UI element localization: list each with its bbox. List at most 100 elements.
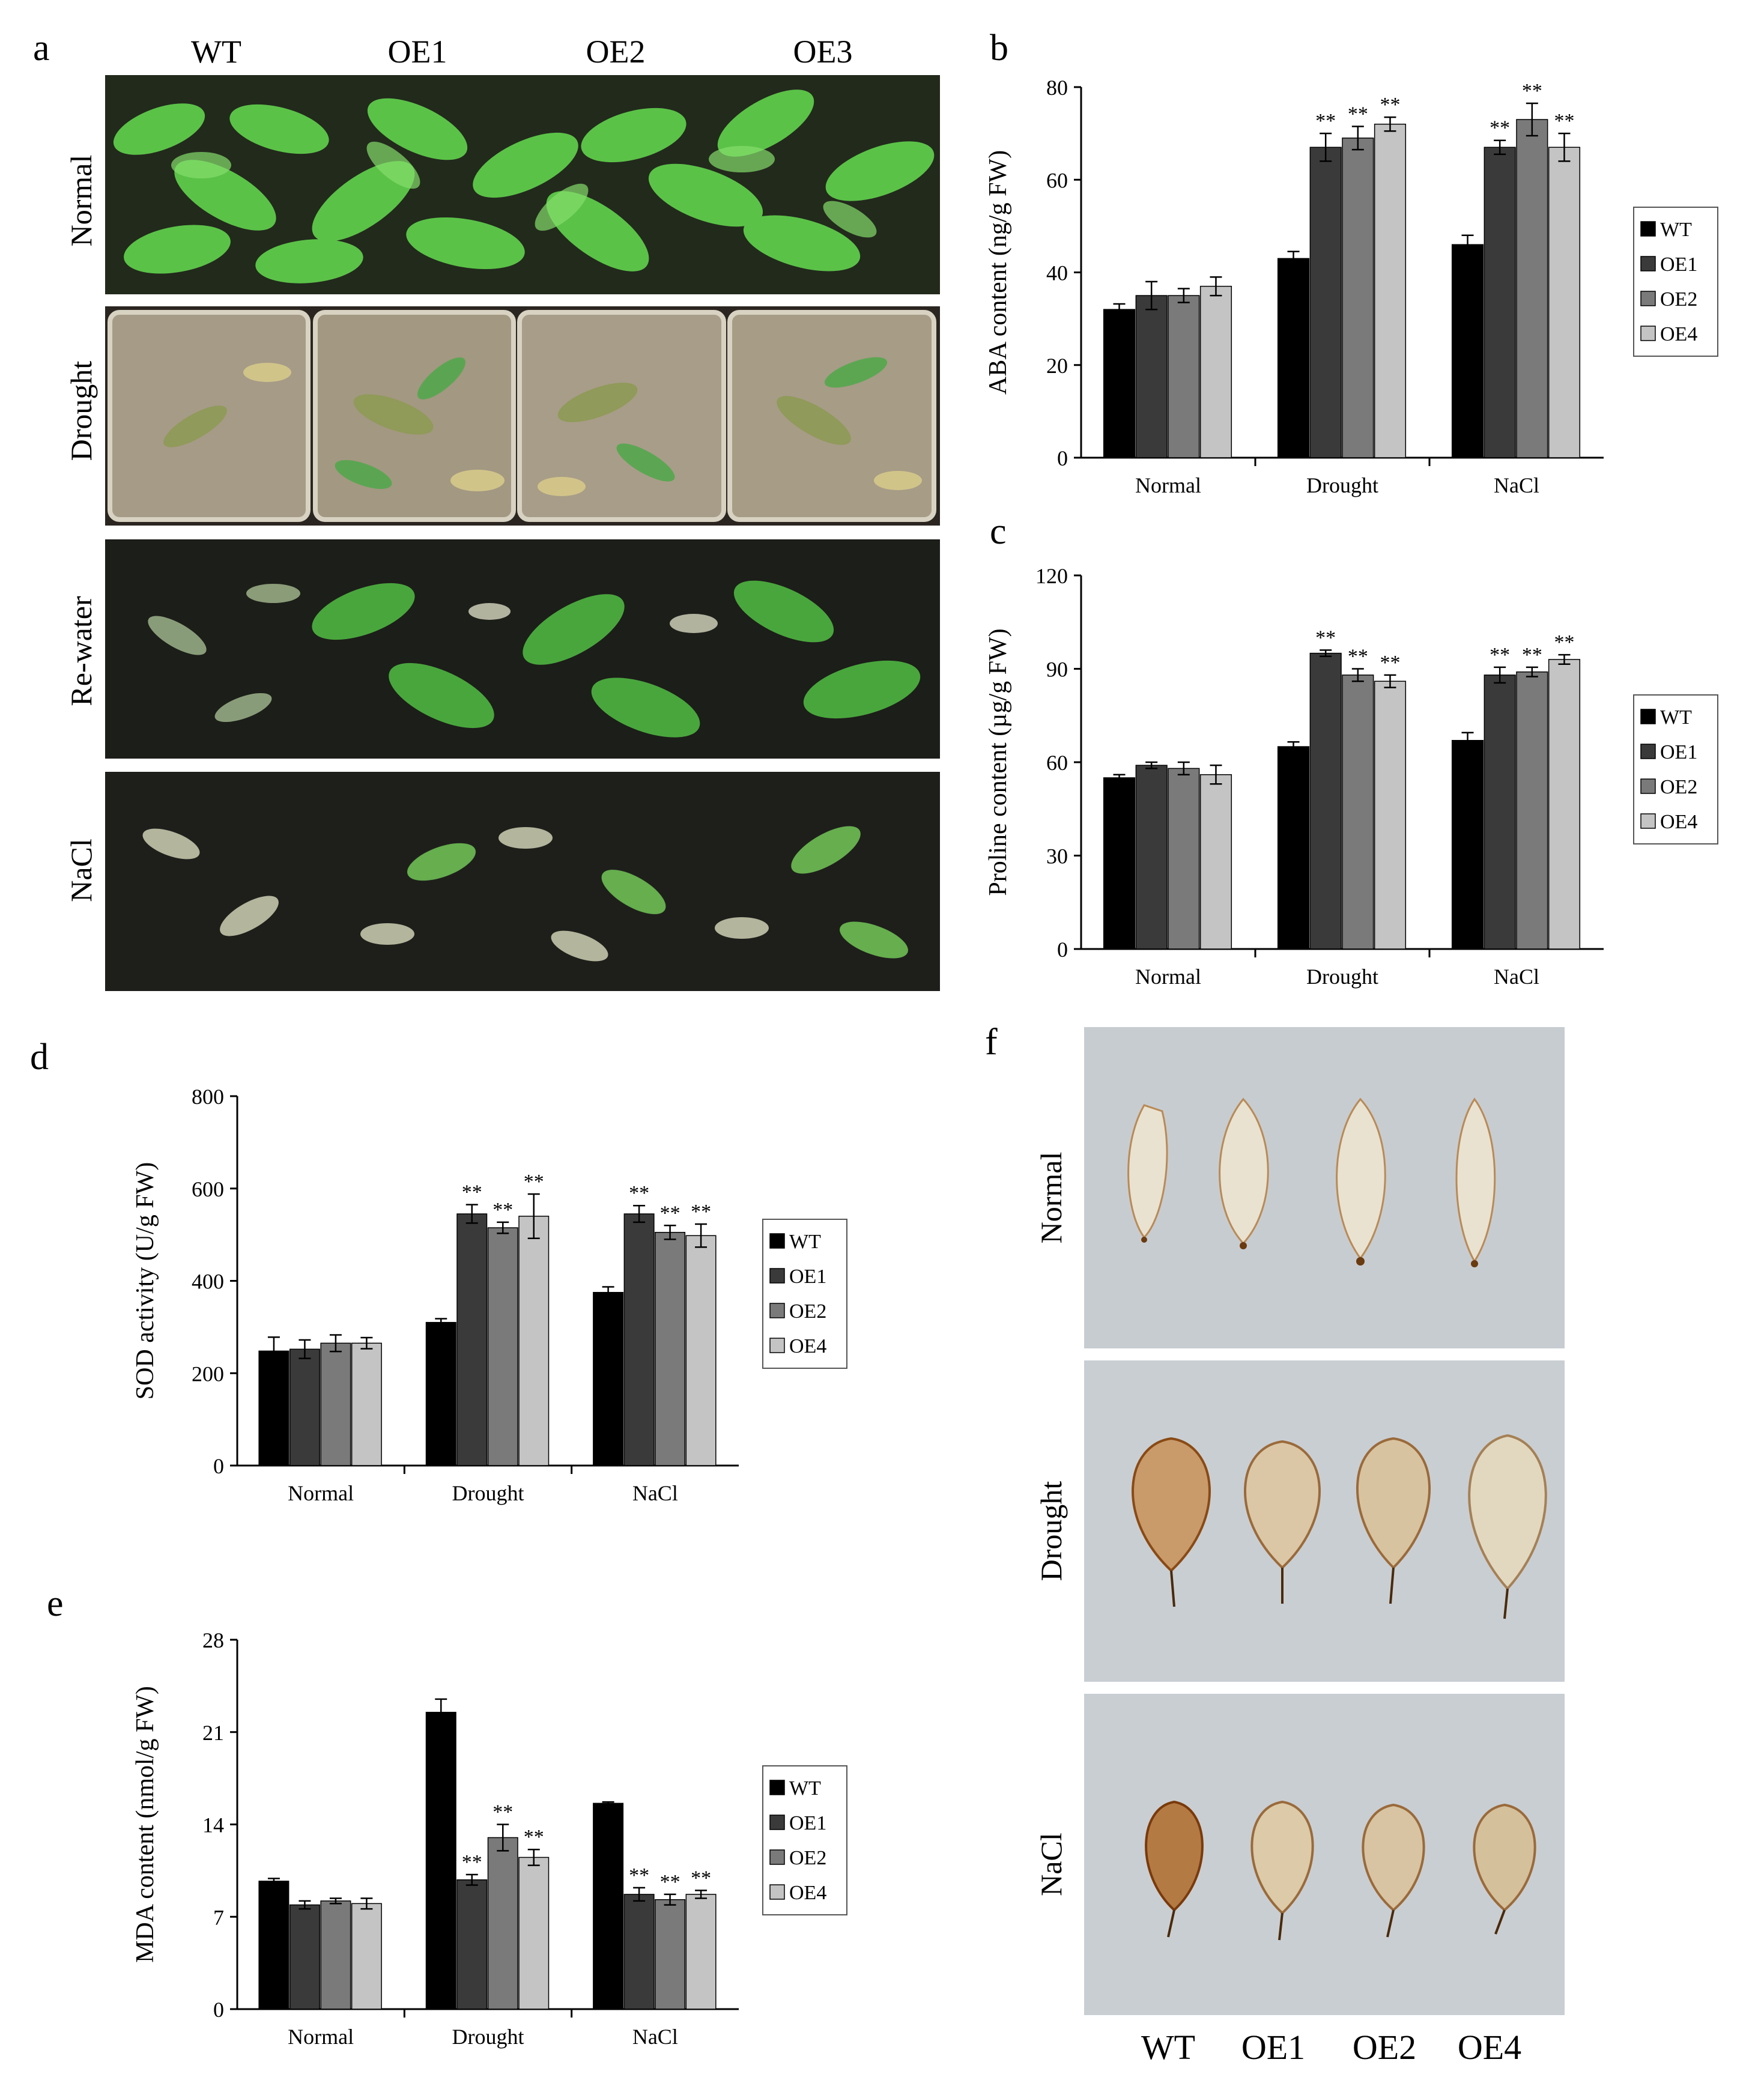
chart-e-bar-wt-1 (425, 1712, 456, 2010)
chart-c-legend-label-oe2: OE2 (1660, 776, 1697, 798)
chart-e-legend-swatch-wt (769, 1780, 785, 1795)
chart-d-ytick-label-4: 800 (192, 1085, 224, 1109)
chart-d-legend-label-oe4: OE4 (789, 1335, 826, 1357)
chart-e-ytick-label-4: 28 (202, 1628, 224, 1652)
chart-d-sig-oe1-2: ** (629, 1182, 649, 1204)
chart-b-sig-oe1-1: ** (1315, 110, 1336, 132)
chart-b-sig-oe4-2: ** (1554, 110, 1574, 132)
chart-d-bar-wt-0 (258, 1350, 289, 1466)
chart-b-category-label-2: NaCl (1494, 473, 1539, 497)
chart-b-bar-oe4-2 (1548, 147, 1581, 458)
chart-d-sig-oe4-1: ** (524, 1171, 544, 1193)
chart-e-legend-swatch-oe2 (769, 1849, 785, 1865)
chart-d-sig-oe2-1: ** (493, 1199, 513, 1221)
chart-c-bar-wt-1 (1277, 746, 1310, 950)
chart-d-bar-oe4-1 (518, 1216, 550, 1466)
chart-e-bar-oe4-2 (685, 1894, 717, 2010)
chart-c-sig-oe2-2: ** (1522, 644, 1542, 666)
chart-e-category-label-2: NaCl (632, 2025, 678, 2049)
chart-c-ytick-label-1: 30 (1046, 844, 1068, 869)
chart-d-bar-wt-2 (593, 1291, 624, 1466)
chart-b-bar-oe4-0 (1199, 285, 1232, 458)
chart-b-bar-oe2-1 (1342, 138, 1374, 458)
chart-c-bar-oe1-2 (1484, 675, 1516, 950)
chart-e-bar-oe4-1 (518, 1857, 550, 2010)
chart-e-category-label-0: Normal (288, 2025, 354, 2049)
panel-a-col-oe1: OE1 (387, 34, 447, 70)
chart-b-bar-oe4-1 (1374, 123, 1407, 458)
chart-e-bar-oe4-0 (351, 1903, 382, 2010)
chart-d-category-label-2: NaCl (632, 1481, 678, 1505)
chart-b-bar-wt-2 (1451, 244, 1484, 458)
panel-a-col-oe3: OE3 (793, 34, 853, 70)
chart-b-legend-label-oe4: OE4 (1660, 323, 1697, 345)
chart-b-ytick-label-2: 40 (1046, 261, 1068, 285)
chart-c-sig-oe2-1: ** (1348, 646, 1368, 668)
chart-b-legend-swatch-wt (1640, 221, 1656, 237)
chart-c-bar-oe4-0 (1199, 774, 1232, 950)
chart-b-legend-swatch-oe4 (1640, 326, 1656, 341)
chart-e-sig-oe1-1: ** (462, 1851, 482, 1873)
chart-e-legend-label-oe1: OE1 (789, 1812, 826, 1834)
panel-f-col-oe4: OE4 (1457, 2028, 1522, 2067)
chart-b-bar-wt-0 (1103, 309, 1136, 458)
chart-b-ytick-label-1: 20 (1046, 354, 1068, 378)
chart-e-bar-wt-2 (593, 1803, 624, 2010)
chart-d-legend-label-oe1: OE1 (789, 1266, 826, 1288)
chart-b-category-label-1: Drought (1306, 473, 1378, 497)
chart-d-ytick-label-3: 600 (192, 1177, 224, 1201)
chart-e-bar-oe1-2 (623, 1894, 655, 2010)
panel-label-f: f (985, 1022, 998, 1063)
chart-e-legend-swatch-oe1 (769, 1815, 785, 1830)
chart-c-ytick-label-3: 90 (1046, 658, 1068, 682)
panel-a-col-wt: WT (191, 34, 241, 70)
chart-c-bar-oe4-2 (1548, 659, 1581, 950)
chart-b-category-label-0: Normal (1135, 473, 1201, 497)
chart-b-bar-oe2-2 (1516, 119, 1548, 458)
chart-c-bar-wt-0 (1103, 777, 1136, 950)
chart-e-sig-oe2-1: ** (493, 1801, 513, 1824)
chart-d-legend-swatch-oe2 (769, 1303, 785, 1318)
leaf-photo-drought (1084, 1360, 1565, 1682)
photo-nacl (105, 772, 940, 991)
chart-c-sig-oe4-1: ** (1380, 652, 1400, 674)
chart-b-sig-oe4-1: ** (1380, 94, 1400, 116)
chart-b-legend-swatch-oe1 (1640, 256, 1656, 271)
chart-c-ytick-label-0: 0 (1057, 938, 1068, 962)
chart-b-ytick-label-4: 80 (1046, 76, 1068, 100)
chart-e-ytick-label-2: 14 (202, 1813, 224, 1837)
chart-e-ylabel: MDA content (nmol/g FW) (132, 1686, 159, 1963)
chart-e-sig-oe1-2: ** (629, 1864, 649, 1887)
chart-c-legend-swatch-wt (1640, 709, 1656, 724)
chart-d-sig-oe4-2: ** (691, 1201, 711, 1223)
chart-d-legend-label-oe2: OE2 (789, 1300, 826, 1323)
chart-d-bar-wt-1 (425, 1321, 456, 1466)
chart-c-ylabel: Proline content (µg/g FW) (984, 628, 1012, 896)
panel-f-col-oe2: OE2 (1352, 2028, 1417, 2067)
chart-d-bar-oe4-2 (685, 1235, 717, 1466)
chart-e-legend-label-wt: WT (789, 1777, 821, 1799)
chart-e-legend-label-oe4: OE4 (789, 1882, 826, 1904)
chart-e-bar-wt-0 (258, 1881, 289, 2010)
chart-e-sig-oe4-2: ** (691, 1867, 711, 1889)
chart-b-legend-label-wt: WT (1660, 219, 1692, 241)
chart-c-sig-oe1-2: ** (1490, 644, 1510, 666)
chart-b-bar-oe2-0 (1168, 295, 1200, 458)
photo-drought (105, 306, 940, 526)
chart-b-legend-label-oe2: OE2 (1660, 288, 1697, 311)
chart-d-bar-oe2-0 (320, 1342, 351, 1466)
chart-e-bar-oe1-0 (289, 1904, 320, 2010)
chart-e-bar-oe1-1 (456, 1879, 488, 2010)
chart-c-bar-oe1-0 (1135, 765, 1168, 950)
chart-d-category-label-0: Normal (288, 1481, 354, 1505)
chart-d-bar-oe1-2 (623, 1213, 655, 1466)
chart-c-legend-label-wt: WT (1660, 706, 1692, 729)
chart-e-legend-swatch-oe4 (769, 1884, 785, 1900)
chart-c-legend-swatch-oe2 (1640, 778, 1656, 794)
chart-e-bar-oe2-0 (320, 1900, 351, 2010)
chart-c-bar-oe4-1 (1374, 681, 1407, 950)
chart-e-sig-oe2-2: ** (660, 1871, 680, 1893)
chart-c-panel-label: c (990, 511, 1007, 552)
chart-c-legend-swatch-oe4 (1640, 813, 1656, 829)
